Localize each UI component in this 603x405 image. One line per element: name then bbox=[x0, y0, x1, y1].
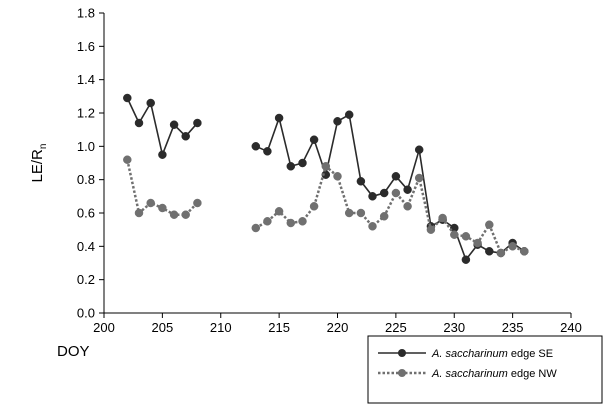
data-point bbox=[251, 223, 261, 233]
data-point bbox=[356, 177, 366, 186]
x-axis-ticks: 200 205 210 215 220 225 230 235 240 bbox=[93, 313, 582, 335]
data-point bbox=[344, 110, 354, 119]
data-point bbox=[485, 220, 494, 229]
data-point bbox=[414, 173, 424, 183]
data-point bbox=[344, 208, 354, 218]
x-tick-label: 215 bbox=[268, 320, 290, 335]
y-axis-title-main: LE/R bbox=[29, 149, 46, 183]
data-point bbox=[181, 132, 190, 141]
y-tick-label: 0.6 bbox=[77, 206, 95, 221]
data-point bbox=[193, 118, 202, 128]
data-point bbox=[263, 217, 272, 226]
legend-suffix: edge NW bbox=[508, 368, 558, 380]
data-point bbox=[123, 93, 132, 103]
legend-items: A. saccharinum edge SEA. saccharinum edg… bbox=[378, 348, 557, 380]
x-tick-label: 230 bbox=[443, 320, 465, 335]
legend-label: A. saccharinum edge NW bbox=[431, 368, 557, 380]
data-point bbox=[379, 188, 389, 198]
x-tick-label: 210 bbox=[210, 320, 232, 335]
legend-species: A. saccharinum bbox=[431, 368, 508, 380]
data-point bbox=[391, 188, 401, 198]
x-tick-label: 205 bbox=[152, 320, 174, 335]
legend-species: A. saccharinum bbox=[431, 348, 508, 360]
data-point bbox=[274, 207, 284, 216]
data-point bbox=[450, 230, 459, 239]
x-tick-label: 240 bbox=[560, 320, 582, 335]
data-point bbox=[274, 113, 284, 123]
data-point bbox=[286, 162, 296, 171]
y-axis-ticks: 0.0 0.2 0.4 0.6 0.8 1.0 1.2 1.4 1.6 1.8 bbox=[77, 6, 104, 321]
data-point bbox=[123, 155, 132, 164]
data-point bbox=[496, 248, 506, 258]
data-point bbox=[508, 242, 517, 251]
data-point bbox=[321, 162, 331, 171]
data-point bbox=[193, 198, 202, 208]
x-tick-label: 200 bbox=[93, 320, 115, 335]
series-line bbox=[255, 164, 525, 255]
y-tick-label: 0.2 bbox=[77, 272, 95, 287]
series-line bbox=[255, 113, 525, 262]
data-point bbox=[169, 120, 179, 129]
y-tick-label: 0.8 bbox=[77, 172, 95, 187]
data-point bbox=[134, 208, 144, 218]
series-2 bbox=[123, 155, 529, 258]
y-tick-label: 0.0 bbox=[77, 306, 95, 321]
x-tick-label: 220 bbox=[327, 320, 349, 335]
y-tick-label: 1.2 bbox=[77, 106, 95, 121]
data-point bbox=[251, 142, 261, 151]
y-tick-label: 1.8 bbox=[77, 6, 95, 21]
data-point bbox=[298, 217, 307, 226]
data-point bbox=[181, 210, 190, 219]
data-point bbox=[333, 172, 342, 181]
data-point bbox=[368, 222, 377, 231]
series-1 bbox=[123, 93, 529, 264]
data-point bbox=[368, 192, 377, 201]
data-point bbox=[403, 185, 412, 194]
data-point bbox=[298, 158, 307, 168]
legend-marker bbox=[398, 349, 406, 357]
data-point bbox=[426, 225, 436, 234]
data-point bbox=[263, 147, 272, 156]
data-point bbox=[158, 203, 167, 213]
data-point bbox=[461, 232, 471, 241]
data-point bbox=[146, 98, 155, 108]
data-point bbox=[286, 218, 296, 228]
legend-marker bbox=[398, 369, 406, 377]
y-axis-title-subscript: n bbox=[38, 144, 49, 150]
data-point bbox=[391, 172, 401, 181]
data-point bbox=[403, 202, 412, 211]
y-axis-title: LE/Rn bbox=[29, 144, 49, 183]
legend: A. saccharinum edge SEA. saccharinum edg… bbox=[367, 335, 603, 404]
data-point bbox=[146, 198, 155, 208]
data-point bbox=[309, 202, 319, 211]
y-tick-label: 0.4 bbox=[77, 239, 95, 254]
data-point bbox=[333, 117, 342, 126]
x-tick-label: 225 bbox=[385, 320, 407, 335]
data-point bbox=[379, 212, 389, 221]
data-point bbox=[473, 238, 482, 248]
data-point bbox=[520, 247, 529, 256]
y-tick-label: 1.6 bbox=[77, 39, 95, 54]
data-point bbox=[158, 150, 167, 159]
data-point bbox=[134, 118, 144, 128]
legend-suffix: edge SE bbox=[508, 348, 553, 360]
y-tick-label: 1.4 bbox=[77, 72, 95, 87]
series-layer bbox=[123, 93, 529, 264]
data-point bbox=[438, 213, 447, 223]
data-point bbox=[485, 247, 494, 256]
data-point bbox=[414, 145, 424, 154]
y-tick-label: 1.0 bbox=[77, 139, 95, 154]
x-tick-label: 235 bbox=[502, 320, 524, 335]
data-point bbox=[461, 255, 471, 264]
data-point bbox=[169, 210, 179, 219]
data-point bbox=[309, 135, 319, 144]
legend-box bbox=[367, 335, 603, 404]
data-point bbox=[356, 208, 366, 218]
legend-label: A. saccharinum edge SE bbox=[431, 348, 553, 360]
x-axis-title: DOY bbox=[57, 343, 90, 360]
plot-area: 200 205 210 215 220 225 230 235 240 0.0 0.2 0.4 0.6… bbox=[77, 6, 582, 336]
